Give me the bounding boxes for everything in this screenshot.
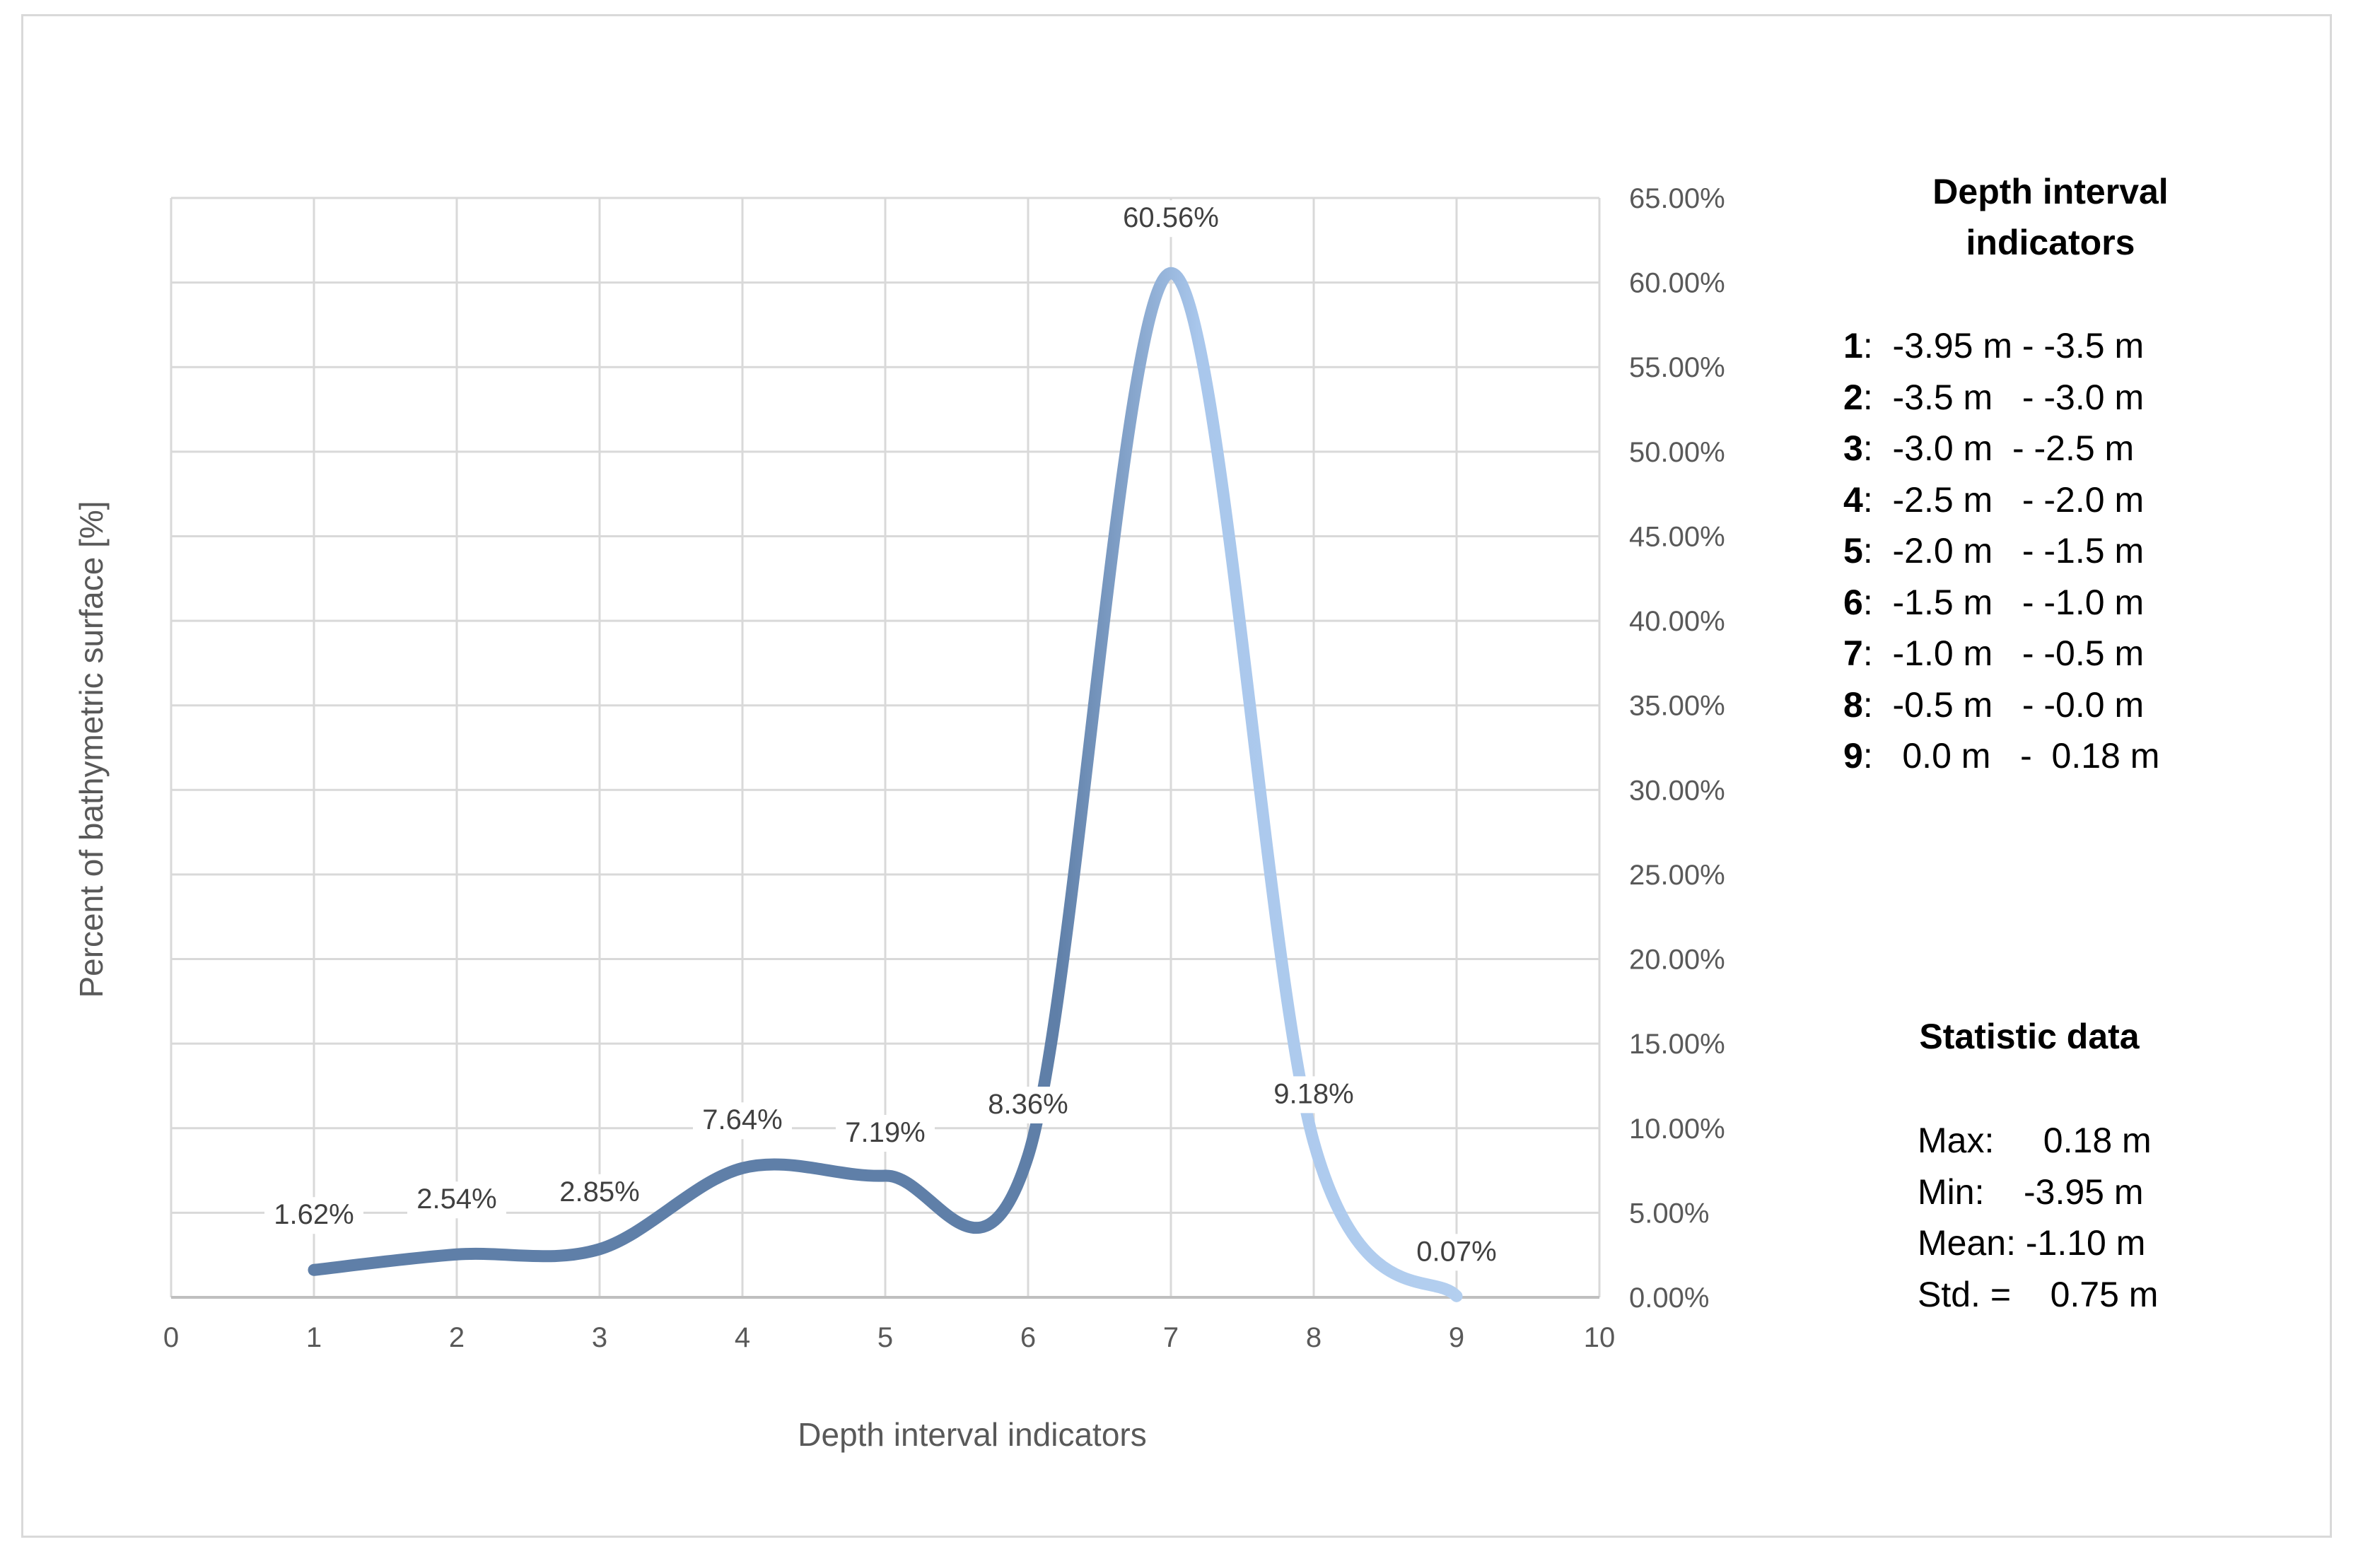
- legend-item: 1: -3.95 m - -3.5 m: [1843, 320, 2159, 372]
- legend-item-key: 2: [1843, 377, 1863, 417]
- x-tick-label: 2: [449, 1322, 465, 1353]
- x-tick-label: 1: [306, 1322, 322, 1353]
- depth-interval-list: 1: -3.95 m - -3.5 m 2: -3.5 m - -3.0 m 3: …: [1843, 320, 2159, 782]
- y-axis-title: Percent of bathymetric surface [%]: [73, 501, 110, 998]
- y-tick-label: 45.00%: [1629, 521, 1725, 552]
- legend-item-range: : -3.95 m - -3.5 m: [1862, 326, 2145, 366]
- legend-item-key: 5: [1843, 531, 1863, 571]
- legend-item-range: : -1.0 m - -0.5 m: [1862, 633, 2145, 673]
- data-label: 9.18%: [1273, 1078, 1353, 1109]
- legend-item-range: : -1.5 m - -1.0 m: [1862, 582, 2145, 622]
- data-label: 2.85%: [559, 1176, 639, 1208]
- y-tick-label: 40.00%: [1629, 606, 1725, 637]
- y-axis-ticks: 0.00% 5.00% 10.00% 15.00% 20.00% 25.00% 30.00%…: [1629, 183, 1725, 1314]
- legend-item-key: 1: [1843, 326, 1863, 366]
- stat-row: Std. = 0.75 m: [1918, 1274, 2159, 1314]
- x-tick-label: 6: [1020, 1322, 1036, 1353]
- x-tick-label: 4: [735, 1322, 750, 1353]
- x-tick-label: 8: [1306, 1322, 1322, 1353]
- y-tick-label: 65.00%: [1629, 183, 1725, 214]
- stats-title: Statistic data: [1919, 1017, 2140, 1056]
- x-tick-label: 7: [1163, 1322, 1179, 1353]
- data-label-bg: [836, 1114, 935, 1152]
- stat-row: Mean: -1.10 m: [1918, 1223, 2146, 1263]
- data-label-bg: [1407, 1234, 1506, 1271]
- data-label: 1.62%: [274, 1199, 354, 1230]
- data-label: 60.56%: [1123, 202, 1219, 233]
- y-tick-label: 0.00%: [1629, 1282, 1709, 1314]
- x-tick-label: 0: [163, 1322, 179, 1353]
- data-label-bg: [1114, 200, 1228, 238]
- data-label-bg: [1264, 1076, 1363, 1114]
- y-tick-label: 10.00%: [1629, 1114, 1725, 1145]
- legend-item: 3: -3.0 m - -2.5 m: [1843, 423, 2159, 474]
- x-tick-label: 10: [1584, 1322, 1616, 1353]
- data-label: 2.54%: [416, 1184, 496, 1215]
- chart-frame: [21, 14, 2332, 1538]
- data-label: 7.19%: [845, 1117, 925, 1148]
- legend-item: 4: -2.5 m - -2.0 m: [1843, 474, 2159, 526]
- y-tick-label: 5.00%: [1629, 1198, 1709, 1229]
- x-tick-label: 5: [877, 1322, 893, 1353]
- legend-item-range: : -3.0 m - -2.5 m: [1862, 428, 2135, 468]
- x-axis-title: Depth interval indicators: [798, 1416, 1146, 1453]
- data-label-bg: [264, 1197, 363, 1234]
- legend-item-key: 7: [1843, 633, 1863, 673]
- data-labels: 1.62% 2.54% 2.85% 7.64% 7.19% 8.36% 60.56% 9.18…: [264, 200, 1506, 1271]
- data-label-bg: [979, 1087, 1078, 1124]
- legend-item-range: : -2.5 m - -2.0 m: [1862, 479, 2145, 520]
- legend-item: 5: -2.0 m - -1.5 m: [1843, 525, 2159, 577]
- y-tick-label: 55.00%: [1629, 352, 1725, 383]
- legend-item-key: 3: [1843, 428, 1863, 468]
- y-tick-label: 15.00%: [1629, 1029, 1725, 1060]
- y-tick-label: 30.00%: [1629, 775, 1725, 806]
- stat-row: Max: 0.18 m: [1918, 1121, 2152, 1160]
- data-label-bg: [693, 1102, 792, 1140]
- legend-item-key: 8: [1843, 684, 1863, 725]
- data-label: 8.36%: [988, 1089, 1068, 1120]
- legend-item-key: 4: [1843, 479, 1863, 520]
- legend-item-key: 6: [1843, 582, 1863, 622]
- legend-item-range: : -2.0 m - -1.5 m: [1862, 531, 2145, 571]
- x-tick-label: 3: [592, 1322, 607, 1353]
- legend-item-key: 9: [1843, 736, 1863, 776]
- y-tick-label: 35.00%: [1629, 691, 1725, 722]
- legend-item: 2: -3.5 m - -3.0 m: [1843, 372, 2159, 423]
- legend-item: 9: 0.0 m - 0.18 m: [1843, 730, 2159, 782]
- legend-item: 7: -1.0 m - -0.5 m: [1843, 628, 2159, 679]
- legend-item: 8: -0.5 m - -0.0 m: [1843, 679, 2159, 731]
- stats-list: Max: 0.18 m Min: -3.95 m Mean: -1.10 m Std.…: [1918, 1115, 2158, 1320]
- legend-item: 6: -1.5 m - -1.0 m: [1843, 577, 2159, 629]
- y-tick-label: 60.00%: [1629, 268, 1725, 299]
- legend-item-range: : 0.0 m - 0.18 m: [1862, 736, 2160, 776]
- legend-item-range: : -3.5 m - -3.0 m: [1862, 377, 2145, 417]
- y-tick-label: 25.00%: [1629, 860, 1725, 891]
- x-tick-label: 9: [1449, 1322, 1464, 1353]
- data-label: 7.64%: [702, 1104, 782, 1135]
- stat-row: Min: -3.95 m: [1918, 1171, 2144, 1212]
- y-tick-label: 50.00%: [1629, 437, 1725, 468]
- x-axis-ticks: 0 1 2 3 4 5 6 7 8 9 10: [163, 1322, 1615, 1353]
- legend-title: Depth interval indicators: [1932, 172, 2169, 262]
- y-tick-label: 20.00%: [1629, 945, 1725, 976]
- data-label-bg: [550, 1174, 649, 1211]
- data-label: 0.07%: [1416, 1236, 1496, 1267]
- data-label-bg: [407, 1181, 506, 1219]
- legend-item-range: : -0.5 m - -0.0 m: [1862, 684, 2145, 725]
